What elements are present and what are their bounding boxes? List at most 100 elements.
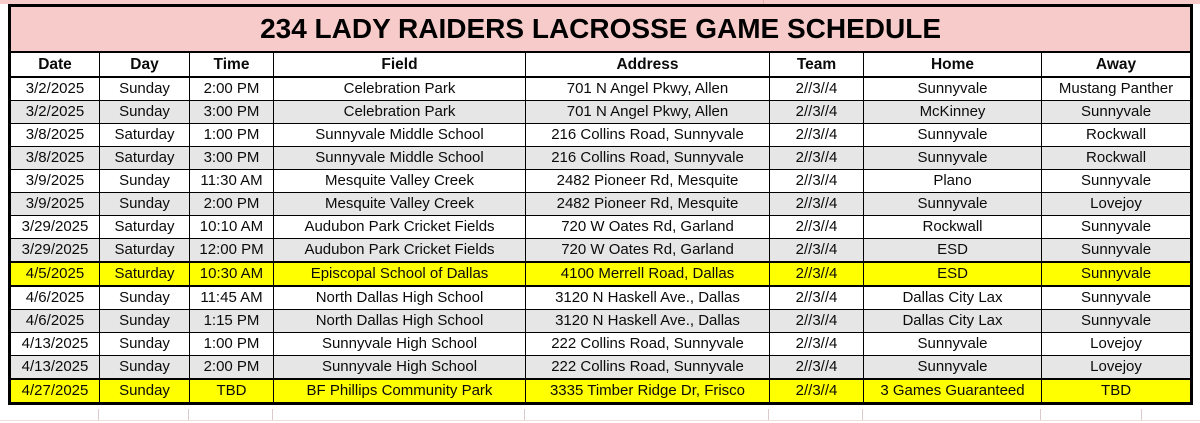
cell-field: Mesquite Valley Creek bbox=[273, 169, 526, 193]
cell-time: 2:00 PM bbox=[189, 192, 274, 216]
cell-address: 4100 Merrell Road, Dallas bbox=[525, 261, 770, 287]
cell-away: Sunnyvale bbox=[1040, 169, 1193, 193]
table-row: 3/2/2025 Sunday 2:00 PM Celebration Park 701… bbox=[9, 76, 1193, 101]
cell-team: 2//3//4 bbox=[769, 309, 864, 333]
cell-home: Rockwall bbox=[863, 215, 1042, 239]
cell-date: 4/27/2025 bbox=[9, 378, 100, 405]
cell-time: 10:30 AM bbox=[189, 261, 274, 287]
cell-away: Sunnyvale bbox=[1040, 100, 1193, 124]
table-row: 3/29/2025 Saturday 10:10 AM Audubon Park Cr… bbox=[9, 215, 1193, 239]
table-row: 3/9/2025 Sunday 2:00 PM Mesquite Valley Cre… bbox=[9, 192, 1193, 216]
gridline bbox=[768, 409, 769, 420]
column-header-address: Address bbox=[525, 51, 770, 78]
column-header-day: Day bbox=[99, 51, 190, 78]
cell-team: 2//3//4 bbox=[769, 123, 864, 147]
cell-away: Sunnyvale bbox=[1040, 261, 1193, 287]
gridline bbox=[188, 409, 189, 420]
cell-time: 11:30 AM bbox=[189, 169, 274, 193]
cell-date: 3/29/2025 bbox=[9, 215, 100, 239]
cell-day: Sunday bbox=[99, 309, 190, 333]
cell-field: Episcopal School of Dallas bbox=[273, 261, 526, 287]
cell-time: 2:00 PM bbox=[189, 355, 274, 380]
table-row: 3/8/2025 Saturday 3:00 PM Sunnyvale Middle … bbox=[9, 146, 1193, 170]
sheet-top-margin bbox=[0, 0, 1200, 4]
gridline bbox=[1141, 409, 1142, 420]
cell-team: 2//3//4 bbox=[769, 261, 864, 287]
cell-address: 2482 Pioneer Rd, Mesquite bbox=[525, 169, 770, 193]
cell-day: Saturday bbox=[99, 215, 190, 239]
cell-date: 3/2/2025 bbox=[9, 76, 100, 101]
gridline bbox=[862, 409, 863, 420]
cell-date: 4/6/2025 bbox=[9, 309, 100, 333]
cell-team: 2//3//4 bbox=[769, 146, 864, 170]
page-title: 234 LADY RAIDERS LACROSSE GAME SCHEDULE bbox=[8, 5, 1193, 53]
cell-time: 1:00 PM bbox=[189, 123, 274, 147]
cell-time: 3:00 PM bbox=[189, 100, 274, 124]
gridline bbox=[763, 0, 764, 4]
column-header-field: Field bbox=[273, 51, 526, 78]
cell-field: North Dallas High School bbox=[273, 285, 526, 310]
cell-home: Sunnyvale bbox=[863, 332, 1042, 356]
table-row: 4/27/2025 Sunday TBD BF Phillips Community … bbox=[9, 378, 1193, 405]
cell-team: 2//3//4 bbox=[769, 238, 864, 263]
cell-time: 1:15 PM bbox=[189, 309, 274, 333]
table-row: 4/5/2025 Saturday 10:30 AM Episcopal School… bbox=[9, 261, 1193, 287]
cell-away: Lovejoy bbox=[1040, 332, 1193, 356]
cell-away: Sunnyvale bbox=[1040, 215, 1193, 239]
gridline bbox=[272, 409, 273, 420]
header-row: Date Day Time Field Address Team Home Away bbox=[9, 51, 1193, 78]
cell-team: 2//3//4 bbox=[769, 378, 864, 405]
cell-day: Sunday bbox=[99, 332, 190, 356]
cell-date: 4/5/2025 bbox=[9, 261, 100, 287]
cell-field: North Dallas High School bbox=[273, 309, 526, 333]
cell-address: 3120 N Haskell Ave., Dallas bbox=[525, 285, 770, 310]
cell-address: 720 W Oates Rd, Garland bbox=[525, 215, 770, 239]
cell-time: 12:00 PM bbox=[189, 238, 274, 263]
cell-team: 2//3//4 bbox=[769, 169, 864, 193]
column-header-date: Date bbox=[9, 51, 100, 78]
cell-away: Lovejoy bbox=[1040, 355, 1193, 380]
cell-away: Lovejoy bbox=[1040, 192, 1193, 216]
cell-field: Sunnyvale Middle School bbox=[273, 146, 526, 170]
cell-address: 3335 Timber Ridge Dr, Frisco bbox=[525, 378, 770, 405]
cell-date: 3/2/2025 bbox=[9, 100, 100, 124]
cell-home: Sunnyvale bbox=[863, 146, 1042, 170]
cell-home: McKinney bbox=[863, 100, 1042, 124]
gridline bbox=[98, 409, 99, 420]
cell-field: Audubon Park Cricket Fields bbox=[273, 238, 526, 263]
cell-away: Sunnyvale bbox=[1040, 309, 1193, 333]
cell-date: 3/8/2025 bbox=[9, 123, 100, 147]
cell-field: Sunnyvale Middle School bbox=[273, 123, 526, 147]
column-header-home: Home bbox=[863, 51, 1042, 78]
title-row: 234 LADY RAIDERS LACROSSE GAME SCHEDULE bbox=[8, 5, 1193, 53]
table-row: 4/13/2025 Sunday 1:00 PM Sunnyvale High Sch… bbox=[9, 332, 1193, 356]
cell-date: 3/29/2025 bbox=[9, 238, 100, 263]
table-row: 3/29/2025 Saturday 12:00 PM Audubon Park Cr… bbox=[9, 238, 1193, 263]
cell-away: Sunnyvale bbox=[1040, 285, 1193, 310]
cell-home: Plano bbox=[863, 169, 1042, 193]
table-row: 3/2/2025 Sunday 3:00 PM Celebration Park 701… bbox=[9, 100, 1193, 124]
cell-address: 701 N Angel Pkwy, Allen bbox=[525, 100, 770, 124]
cell-field: BF Phillips Community Park bbox=[273, 378, 526, 405]
cell-address: 720 W Oates Rd, Garland bbox=[525, 238, 770, 263]
cell-date: 3/9/2025 bbox=[9, 169, 100, 193]
cell-team: 2//3//4 bbox=[769, 332, 864, 356]
cell-home: Sunnyvale bbox=[863, 192, 1042, 216]
gridline bbox=[524, 409, 525, 420]
gridline bbox=[0, 420, 1200, 421]
cell-day: Saturday bbox=[99, 238, 190, 263]
cell-address: 3120 N Haskell Ave., Dallas bbox=[525, 309, 770, 333]
cell-day: Sunday bbox=[99, 378, 190, 405]
cell-home: ESD bbox=[863, 261, 1042, 287]
schedule-table-body: 3/2/2025 Sunday 2:00 PM Celebration Park 701… bbox=[9, 76, 1193, 405]
cell-day: Sunday bbox=[99, 355, 190, 380]
table-row: 4/6/2025 Sunday 1:15 PM North Dallas High S… bbox=[9, 309, 1193, 333]
sheet-bottom-margin bbox=[0, 409, 1200, 423]
column-header-time: Time bbox=[189, 51, 274, 78]
cell-home: Sunnyvale bbox=[863, 76, 1042, 101]
cell-away: Rockwall bbox=[1040, 146, 1193, 170]
cell-date: 4/13/2025 bbox=[9, 332, 100, 356]
cell-team: 2//3//4 bbox=[769, 192, 864, 216]
table-row: 4/13/2025 Sunday 2:00 PM Sunnyvale High Sch… bbox=[9, 355, 1193, 380]
cell-home: Sunnyvale bbox=[863, 355, 1042, 380]
